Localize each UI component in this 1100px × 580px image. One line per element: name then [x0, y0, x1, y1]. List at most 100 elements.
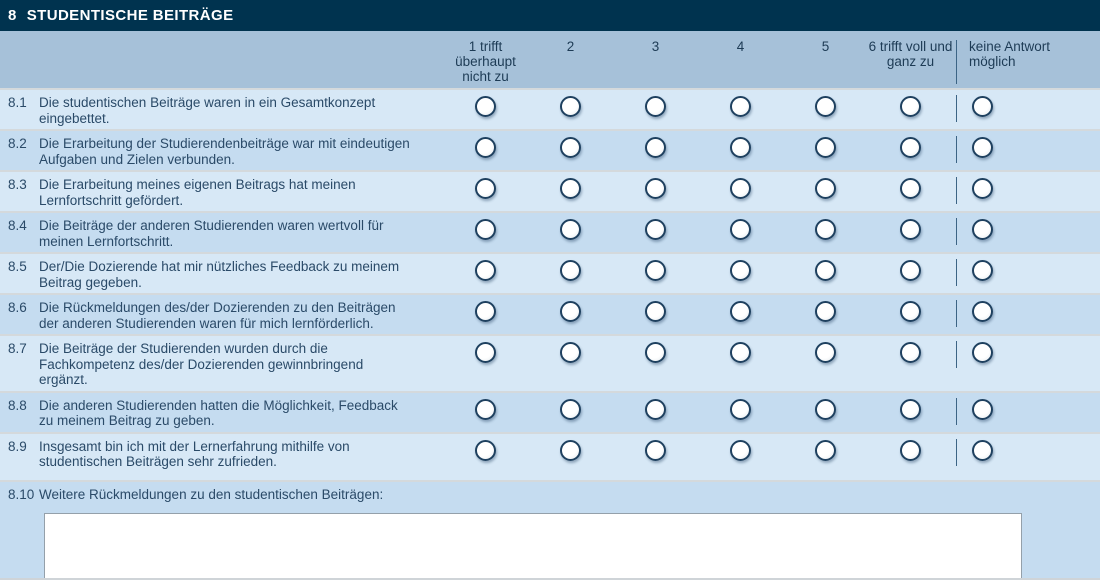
- radio-8.8-no-answer[interactable]: [972, 398, 993, 420]
- radio-8.8-option-6[interactable]: [900, 398, 921, 420]
- radio-8.9-option-3[interactable]: [645, 439, 666, 461]
- radio-8.9-option-5[interactable]: [815, 439, 836, 461]
- radio-8.4-option-5[interactable]: [815, 219, 836, 240]
- radio-8.3-option-3[interactable]: [645, 178, 666, 199]
- radio-8.6-no-answer[interactable]: [972, 301, 993, 322]
- radio-8.2-no-answer[interactable]: [972, 137, 993, 158]
- radio-8.3-no-answer[interactable]: [972, 178, 993, 199]
- open-question-label: Weitere Rückmeldungen zu den studentisch…: [39, 486, 384, 502]
- radio-8.5-option-5[interactable]: [815, 260, 836, 281]
- no-answer-cell: [953, 254, 1100, 290]
- radio-8.3-option-6[interactable]: [900, 178, 921, 199]
- radio-8.6-option-6[interactable]: [900, 301, 921, 322]
- radio-8.4-option-3[interactable]: [645, 219, 666, 240]
- column-divider-line: [956, 218, 957, 245]
- question-number: 8.1: [8, 95, 27, 110]
- scale-header-5: 5: [821, 39, 830, 54]
- question-row-8.4: 8.4 Die Beiträge der anderen Studierenden…: [0, 211, 1100, 252]
- question-text: Der/Die Dozierende hat mir nützliches Fe…: [39, 259, 400, 290]
- radio-8.3-option-1[interactable]: [475, 178, 496, 199]
- radio-8.7-no-answer[interactable]: [972, 342, 993, 363]
- radio-8.4-option-6[interactable]: [900, 219, 921, 240]
- radio-8.1-option-1[interactable]: [475, 96, 496, 117]
- radio-8.2-option-2[interactable]: [560, 137, 581, 158]
- feedback-textarea[interactable]: [44, 512, 1022, 578]
- rating-cell: [443, 90, 528, 126]
- rating-cell: [443, 295, 528, 331]
- rating-cell: [698, 90, 783, 126]
- rating-cell: [528, 172, 613, 208]
- radio-8.4-option-2[interactable]: [560, 219, 581, 240]
- radio-8.3-option-5[interactable]: [815, 178, 836, 199]
- radio-8.9-option-6[interactable]: [900, 439, 921, 461]
- rating-cell: [528, 295, 613, 331]
- radio-8.9-option-1[interactable]: [475, 439, 496, 461]
- rating-cell: [443, 254, 528, 290]
- radio-8.3-option-4[interactable]: [730, 178, 751, 199]
- question-text: Insgesamt bin ich mit der Lernerfahrung …: [39, 438, 350, 470]
- radio-8.2-option-1[interactable]: [475, 137, 496, 158]
- radio-8.4-no-answer[interactable]: [972, 219, 993, 240]
- radio-8.9-option-4[interactable]: [730, 439, 751, 461]
- radio-8.2-option-3[interactable]: [645, 137, 666, 158]
- radio-8.5-no-answer[interactable]: [972, 260, 993, 281]
- radio-8.1-option-2[interactable]: [560, 96, 581, 117]
- radio-8.2-option-5[interactable]: [815, 137, 836, 158]
- radio-8.7-option-4[interactable]: [730, 342, 751, 363]
- question-row-8.1: 8.1 Die studentischen Beiträge waren in e…: [0, 88, 1100, 129]
- radio-8.7-option-1[interactable]: [475, 342, 496, 363]
- no-answer-cell: [953, 295, 1100, 331]
- radio-8.6-option-1[interactable]: [475, 301, 496, 322]
- question-number: 8.8: [8, 397, 27, 413]
- radio-8.5-option-6[interactable]: [900, 260, 921, 281]
- radio-8.7-option-3[interactable]: [645, 342, 666, 363]
- radio-8.8-option-5[interactable]: [815, 398, 836, 420]
- radio-8.6-option-2[interactable]: [560, 301, 581, 322]
- radio-8.6-option-4[interactable]: [730, 301, 751, 322]
- radio-8.5-option-3[interactable]: [645, 260, 666, 281]
- scale-header-6: 6 trifft voll und ganz zu: [868, 39, 953, 69]
- radio-8.9-option-2[interactable]: [560, 439, 581, 461]
- rating-cell: [443, 336, 528, 388]
- radio-8.1-option-6[interactable]: [900, 96, 921, 117]
- no-answer-cell: [953, 131, 1100, 167]
- question-row-8.2: 8.2 Die Erarbeitung der Studierendenbeitr…: [0, 129, 1100, 170]
- radio-8.4-option-4[interactable]: [730, 219, 751, 240]
- radio-8.4-option-1[interactable]: [475, 219, 496, 240]
- column-divider-line: [956, 341, 957, 368]
- radio-8.2-option-6[interactable]: [900, 137, 921, 158]
- column-divider-line: [956, 177, 957, 204]
- radio-8.6-option-5[interactable]: [815, 301, 836, 322]
- rating-cell: [698, 172, 783, 208]
- column-divider-line: [956, 95, 957, 122]
- radio-8.1-option-4[interactable]: [730, 96, 751, 117]
- rating-cell: [783, 213, 868, 249]
- rating-cell: [698, 131, 783, 167]
- radio-8.9-no-answer[interactable]: [972, 439, 993, 461]
- radio-8.8-option-2[interactable]: [560, 398, 581, 420]
- radio-8.5-option-4[interactable]: [730, 260, 751, 281]
- no-answer-cell: [953, 434, 1100, 477]
- radio-8.5-option-1[interactable]: [475, 260, 496, 281]
- radio-8.1-no-answer[interactable]: [972, 96, 993, 117]
- no-answer-cell: [953, 90, 1100, 126]
- radio-8.7-option-5[interactable]: [815, 342, 836, 363]
- radio-8.2-option-4[interactable]: [730, 137, 751, 158]
- radio-8.8-option-4[interactable]: [730, 398, 751, 420]
- radio-8.8-option-3[interactable]: [645, 398, 666, 420]
- rating-cell: [528, 90, 613, 126]
- radio-8.7-option-2[interactable]: [560, 342, 581, 363]
- radio-8.1-option-3[interactable]: [645, 96, 666, 117]
- rating-cell: [528, 213, 613, 249]
- radio-8.1-option-5[interactable]: [815, 96, 836, 117]
- radio-8.6-option-3[interactable]: [645, 301, 666, 322]
- rating-cell: [528, 393, 613, 429]
- radio-8.3-option-2[interactable]: [560, 178, 581, 199]
- radio-8.5-option-2[interactable]: [560, 260, 581, 281]
- question-number: 8.2: [8, 136, 27, 151]
- open-question-row: 8.10 Weitere Rückmeldungen zu den studen…: [0, 479, 1100, 578]
- radio-8.7-option-6[interactable]: [900, 342, 921, 363]
- question-text: Die Erarbeitung der Studierendenbeiträge…: [39, 136, 410, 167]
- question-rows: 8.1 Die studentischen Beiträge waren in e…: [0, 88, 1100, 480]
- radio-8.8-option-1[interactable]: [475, 398, 496, 420]
